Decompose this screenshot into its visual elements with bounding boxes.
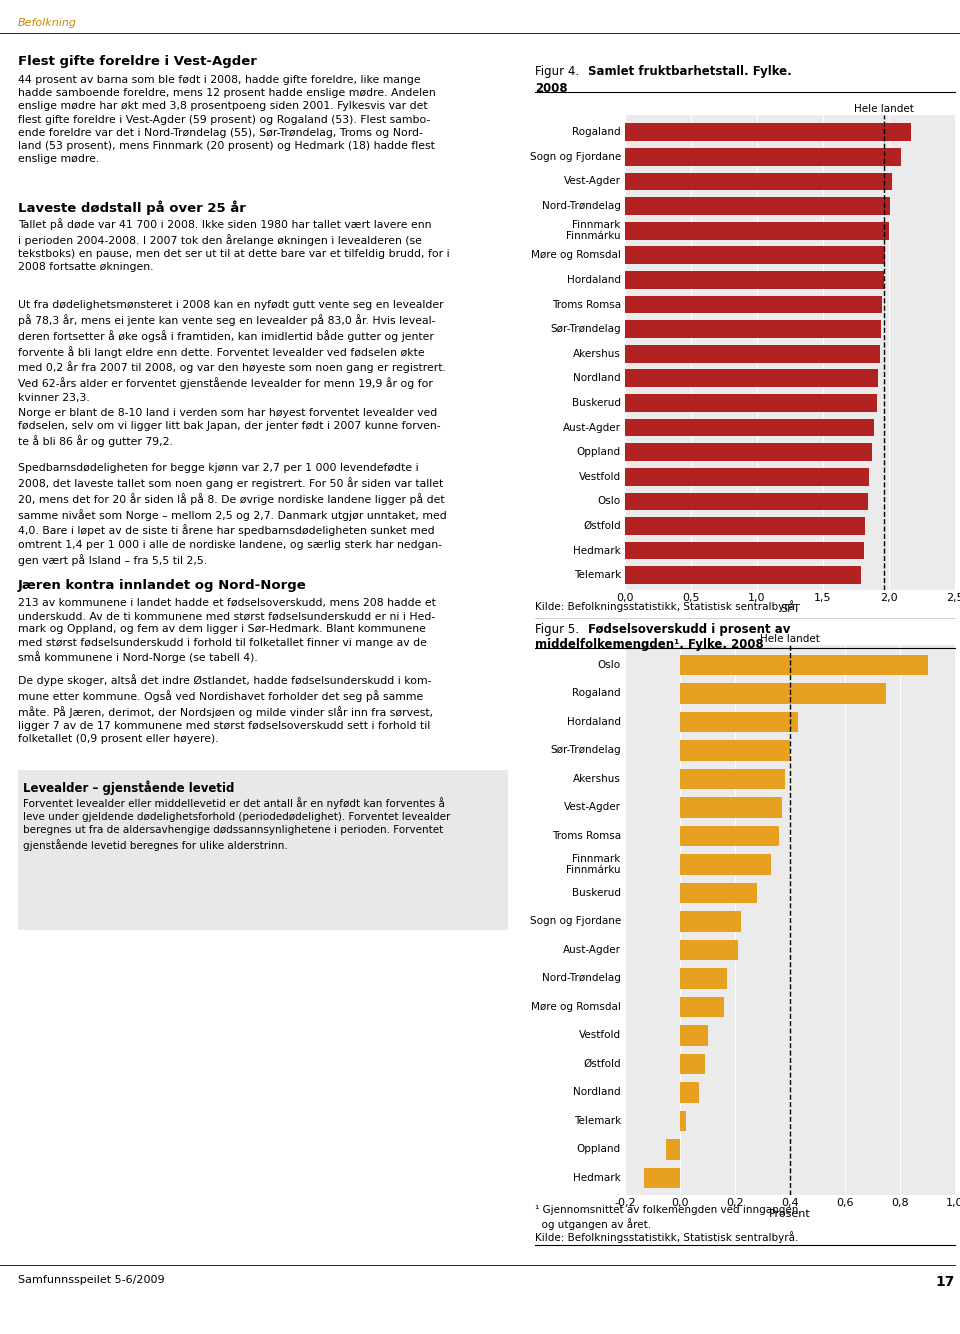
Bar (680, 1082, 699, 1103)
Bar (644, 1167, 680, 1189)
Bar (680, 1025, 708, 1046)
Bar (680, 655, 927, 675)
Text: De dype skoger, altså det indre Østlandet, hadde fødselsunderskudd i kom-
mune e: De dype skoger, altså det indre Østlande… (18, 674, 433, 744)
Text: 213 av kommunene i landet hadde et fødselsoverskudd, mens 208 hadde et
underskud: 213 av kommunene i landet hadde et fødse… (18, 598, 436, 663)
Text: og utgangen av året.: og utgangen av året. (535, 1218, 651, 1230)
Bar (680, 740, 790, 760)
Bar (625, 148, 900, 165)
Bar (625, 197, 890, 215)
Bar (625, 518, 865, 535)
Bar (625, 320, 881, 338)
Text: Forventet levealder eller middellevetid er det antall år en nyfødt kan forventes: Forventet levealder eller middellevetid … (23, 796, 450, 851)
Text: ¹ Gjennomsnittet av folkemengden ved inngangen: ¹ Gjennomsnittet av folkemengden ved inn… (535, 1205, 799, 1215)
Bar (625, 542, 864, 559)
Bar (680, 968, 727, 988)
Text: Kilde: Befolkningsstatistikk, Statistisk sentralbyrå.: Kilde: Befolkningsstatistikk, Statistisk… (535, 600, 799, 612)
X-axis label: Prosent: Prosent (769, 1209, 811, 1219)
Text: Figur 4.: Figur 4. (535, 65, 583, 77)
Bar (625, 123, 911, 141)
Bar (680, 711, 799, 732)
Bar (680, 683, 886, 704)
Text: Samfunnsspeilet 5-6/2009: Samfunnsspeilet 5-6/2009 (18, 1275, 164, 1285)
Text: Flest gifte foreldre i Vest-Agder: Flest gifte foreldre i Vest-Agder (18, 55, 257, 68)
Bar (680, 996, 724, 1018)
Text: Kilde: Befolkningsstatistikk, Statistisk sentralbyrå.: Kilde: Befolkningsstatistikk, Statistisk… (535, 1231, 799, 1243)
Bar (680, 1054, 705, 1074)
Bar (625, 370, 878, 387)
Bar (625, 492, 868, 511)
Text: Samlet fruktbarhetstall. Fylke.: Samlet fruktbarhetstall. Fylke. (588, 65, 792, 77)
Bar (625, 419, 875, 436)
Bar (680, 883, 757, 903)
Text: Jæren kontra innlandet og Nord-Norge: Jæren kontra innlandet og Nord-Norge (18, 579, 307, 592)
Bar (625, 296, 882, 313)
Text: middelfolkemengden¹. Fylke. 2008: middelfolkemengden¹. Fylke. 2008 (535, 638, 764, 651)
Bar (625, 567, 861, 584)
Bar (625, 443, 872, 462)
Bar (625, 271, 884, 288)
Bar (680, 798, 781, 818)
Bar (625, 468, 869, 486)
Bar (666, 1139, 680, 1159)
Text: Spedbarnsdødeligheten for begge kjønn var 2,7 per 1 000 levendefødte i
2008, det: Spedbarnsdødeligheten for begge kjønn va… (18, 463, 446, 566)
Bar (680, 1111, 685, 1131)
Text: Norge er blant de 8-10 land i verden som har høyest forventet levealder ved
føds: Norge er blant de 8-10 land i verden som… (18, 408, 441, 447)
Text: Hele landet: Hele landet (760, 634, 820, 643)
Bar (680, 854, 771, 875)
Bar (625, 172, 892, 191)
Bar (625, 346, 879, 363)
Bar (680, 768, 784, 790)
Bar (680, 911, 740, 931)
Text: Ut fra dødelighetsmønsteret i 2008 kan en nyfødt gutt vente seg en levealder
på : Ut fra dødelighetsmønsteret i 2008 kan e… (18, 300, 445, 403)
Text: Laveste dødstall på over 25 år: Laveste dødstall på over 25 år (18, 200, 246, 215)
Bar (625, 247, 885, 264)
Text: Levealder – gjenstående levetid: Levealder – gjenstående levetid (23, 780, 234, 795)
X-axis label: SFT: SFT (780, 604, 800, 614)
Text: Hele landet: Hele landet (853, 104, 914, 113)
Text: Tallet på døde var 41 700 i 2008. Ikke siden 1980 har tallet vært lavere enn
i p: Tallet på døde var 41 700 i 2008. Ikke s… (18, 217, 449, 272)
Text: 2008: 2008 (535, 81, 567, 95)
Bar (680, 826, 779, 846)
Bar (625, 221, 889, 240)
Bar (625, 394, 877, 412)
Text: Fødselsoverskudd i prosent av: Fødselsoverskudd i prosent av (588, 623, 790, 636)
Text: 17: 17 (936, 1275, 955, 1289)
Text: Figur 5.: Figur 5. (535, 623, 583, 636)
Bar (680, 939, 737, 960)
Text: 44 prosent av barna som ble født i 2008, hadde gifte foreldre, like mange
hadde : 44 prosent av barna som ble født i 2008,… (18, 75, 436, 164)
Text: Befolkning: Befolkning (18, 17, 77, 28)
